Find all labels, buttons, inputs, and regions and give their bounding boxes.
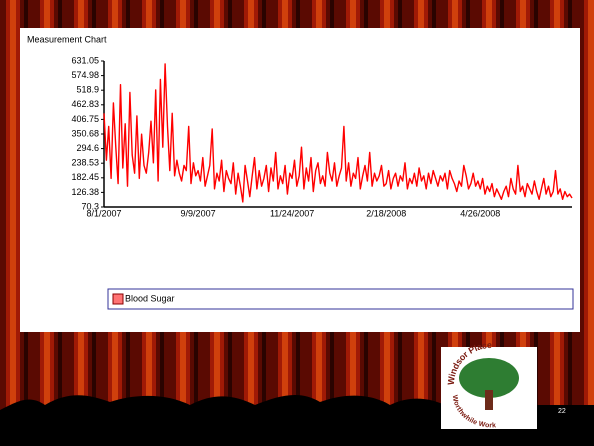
x-tick-label: 4/26/2008 <box>460 208 500 218</box>
y-tick-label: 406.75 <box>71 114 99 124</box>
y-tick-label: 238.53 <box>71 158 99 168</box>
y-tick-label: 126.38 <box>71 187 99 197</box>
y-tick-label: 294.6 <box>76 143 99 153</box>
page-number: 22 <box>558 408 566 415</box>
y-tick-label: 462.83 <box>71 99 99 109</box>
x-tick-label: 9/9/2007 <box>181 208 216 218</box>
logo: Windsor Place Worthwhile Work <box>441 340 537 429</box>
legend-swatch <box>113 294 123 304</box>
y-tick-label: 574.98 <box>71 70 99 80</box>
slide: Measurement Chart Windsor Place Worthwhi… <box>0 0 594 446</box>
y-tick-label: 631.05 <box>71 55 99 65</box>
page: Measurement Chart Windsor Place Worthwhi… <box>0 0 594 446</box>
y-tick-label: 518.9 <box>76 85 99 95</box>
legend-label: Blood Sugar <box>125 293 175 303</box>
y-tick-label: 182.45 <box>71 172 99 182</box>
tree-trunk <box>485 390 493 410</box>
chart-title: Measurement Chart <box>27 34 107 44</box>
x-tick-label: 2/18/2008 <box>366 208 406 218</box>
x-tick-label: 8/1/2007 <box>86 208 121 218</box>
y-tick-label: 350.68 <box>71 128 99 138</box>
legend <box>108 289 573 309</box>
x-tick-label: 11/24/2007 <box>270 208 314 218</box>
